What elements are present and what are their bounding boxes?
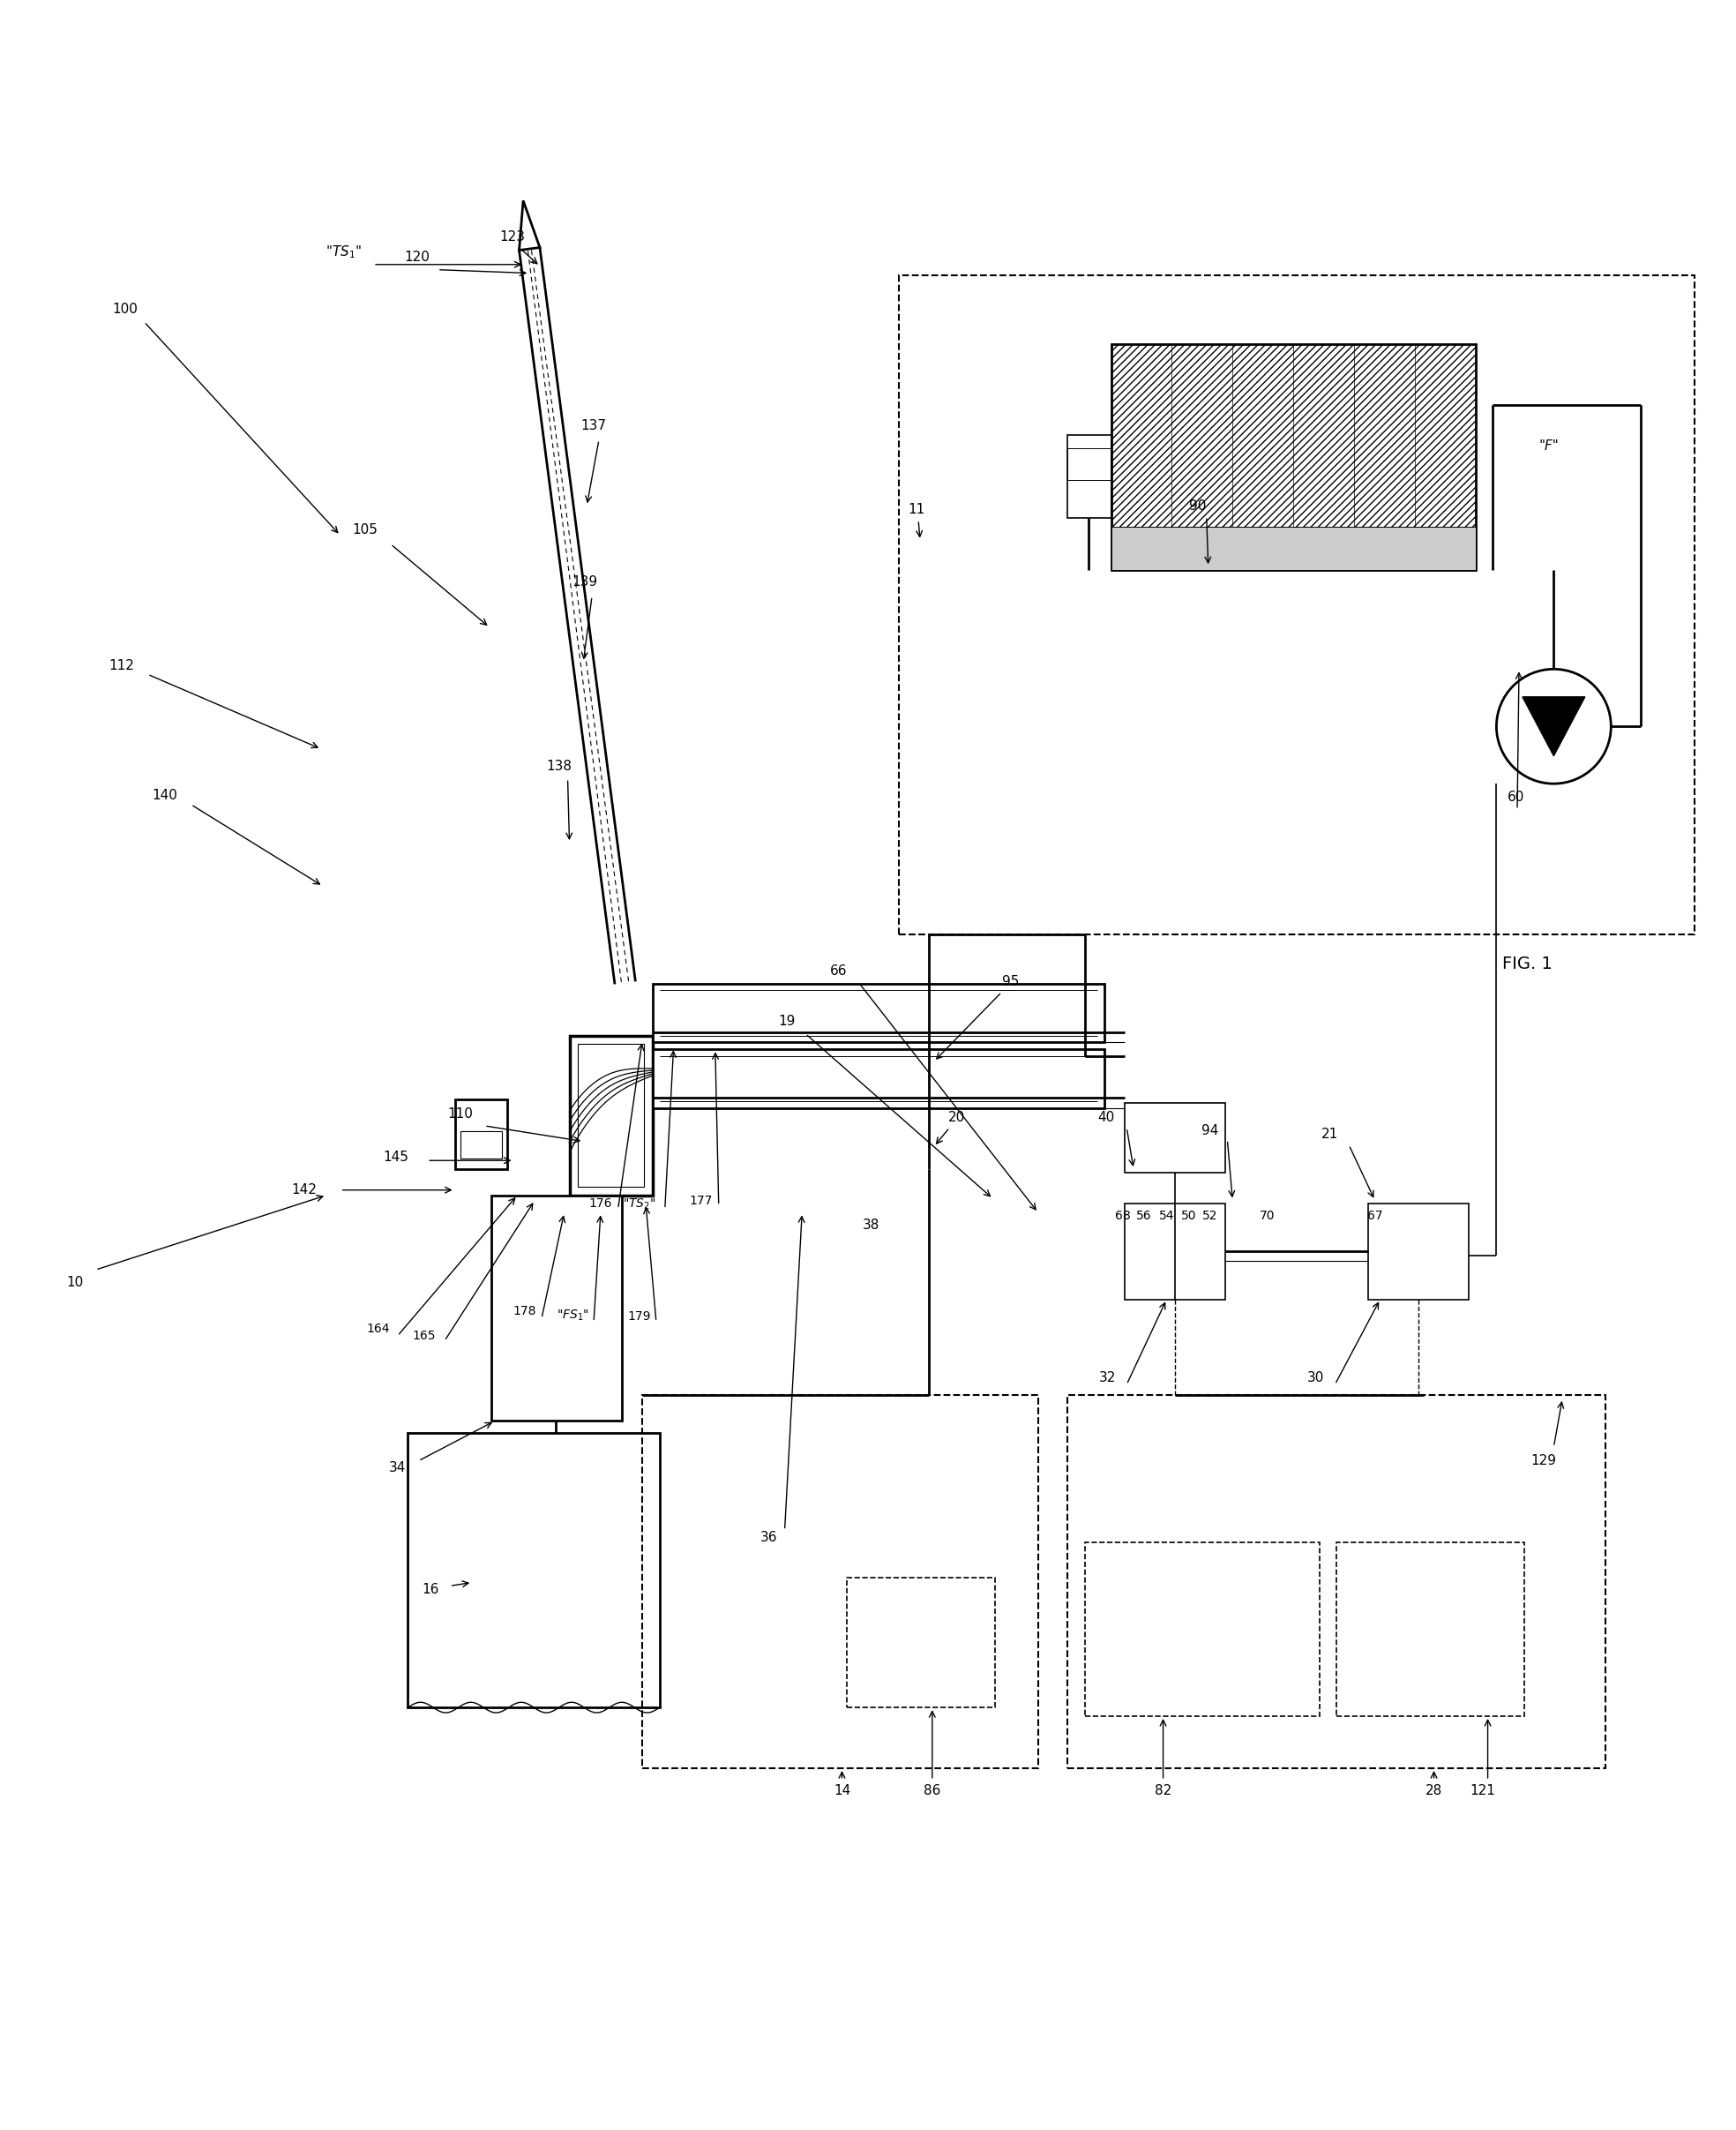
Text: 112: 112: [109, 658, 134, 673]
Bar: [1111, 345, 1476, 571]
Text: 36: 36: [760, 1531, 778, 1544]
Text: 176: 176: [589, 1197, 613, 1210]
Text: 90: 90: [1189, 498, 1207, 513]
Text: 70: 70: [1260, 1210, 1274, 1223]
Text: 179: 179: [627, 1310, 651, 1323]
Text: 138: 138: [547, 760, 571, 773]
Text: 95: 95: [1002, 976, 1019, 988]
Text: 178: 178: [512, 1306, 536, 1318]
Text: 32: 32: [1099, 1372, 1116, 1384]
Bar: [847, 1576, 995, 1708]
Text: 21: 21: [1321, 1129, 1338, 1142]
Text: "TS$_1$": "TS$_1$": [326, 245, 361, 260]
Bar: [569, 1035, 653, 1195]
Text: 137: 137: [582, 420, 606, 432]
Polygon shape: [1522, 697, 1585, 756]
Text: 105: 105: [352, 524, 377, 537]
Bar: [1068, 449, 1111, 479]
Bar: [1068, 435, 1111, 518]
Bar: [1085, 1542, 1319, 1717]
Bar: [1125, 1103, 1226, 1174]
Text: "F": "F": [1538, 439, 1559, 452]
Text: 82: 82: [1154, 1785, 1172, 1798]
Text: 145: 145: [384, 1150, 408, 1163]
Text: "TS$_2$": "TS$_2$": [621, 1197, 656, 1212]
Bar: [455, 1099, 507, 1169]
Text: 67: 67: [1368, 1210, 1382, 1223]
Text: 10: 10: [66, 1276, 83, 1289]
Bar: [578, 1044, 644, 1186]
Bar: [1111, 526, 1476, 571]
Text: 129: 129: [1531, 1455, 1555, 1468]
Text: 94: 94: [1201, 1125, 1219, 1137]
Text: 177: 177: [689, 1195, 713, 1206]
Bar: [1068, 1395, 1606, 1768]
Bar: [1368, 1203, 1469, 1299]
Text: 165: 165: [411, 1329, 436, 1342]
Text: 100: 100: [113, 302, 137, 315]
Text: 56: 56: [1137, 1210, 1151, 1223]
Text: "FS$_1$": "FS$_1$": [557, 1308, 589, 1323]
Text: 68: 68: [1115, 1210, 1132, 1223]
Bar: [1125, 1203, 1226, 1299]
Text: FIG. 1: FIG. 1: [1503, 956, 1552, 973]
Text: 60: 60: [1507, 790, 1524, 805]
Text: 40: 40: [1097, 1110, 1115, 1125]
Circle shape: [1496, 669, 1611, 784]
Bar: [642, 1395, 1038, 1768]
Text: 66: 66: [830, 965, 847, 978]
Text: 54: 54: [1160, 1210, 1174, 1223]
Text: 121: 121: [1470, 1785, 1495, 1798]
Text: 20: 20: [948, 1110, 965, 1125]
Text: 140: 140: [153, 790, 177, 803]
Bar: [460, 1131, 502, 1159]
Bar: [899, 275, 1694, 935]
Bar: [491, 1195, 621, 1421]
Text: 30: 30: [1307, 1372, 1325, 1384]
Text: 50: 50: [1182, 1210, 1196, 1223]
Text: 34: 34: [389, 1461, 406, 1474]
Text: 19: 19: [778, 1016, 795, 1029]
Bar: [653, 984, 1104, 1042]
Text: 142: 142: [292, 1184, 316, 1197]
Text: 120: 120: [404, 251, 429, 264]
Text: 38: 38: [863, 1218, 880, 1231]
Text: 164: 164: [366, 1323, 391, 1336]
Text: 52: 52: [1203, 1210, 1217, 1223]
Text: 11: 11: [908, 503, 925, 515]
Text: 16: 16: [422, 1583, 439, 1595]
Polygon shape: [519, 200, 540, 249]
Text: 14: 14: [833, 1785, 851, 1798]
Bar: [1337, 1542, 1524, 1717]
Bar: [653, 1050, 1104, 1108]
Bar: [408, 1433, 660, 1708]
Text: 86: 86: [924, 1785, 941, 1798]
Text: 123: 123: [500, 230, 524, 243]
Text: 139: 139: [573, 575, 597, 588]
Text: 110: 110: [448, 1108, 472, 1120]
Text: 28: 28: [1425, 1785, 1443, 1798]
